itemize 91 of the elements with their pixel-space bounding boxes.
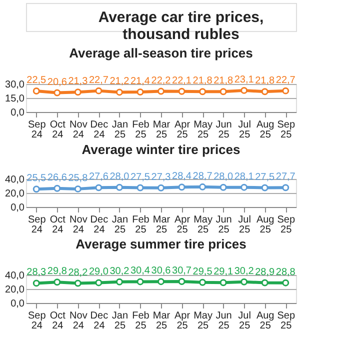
x-tick-label: Sep 24 (28, 214, 46, 236)
data-label: 22,1 (172, 75, 192, 86)
data-label: 21,2 (110, 76, 130, 88)
data-label: 22,5 (26, 75, 47, 86)
data-label: 30,2 (234, 266, 254, 277)
x-tick-label: Sep 25 (277, 214, 296, 236)
x-tick-label: Mar 25 (152, 214, 171, 236)
data-label: 28,4 (172, 171, 192, 182)
x-tick-label: May 25 (194, 310, 212, 332)
x-tick-label: Oct 24 (50, 214, 66, 236)
data-label: 28,0 (214, 171, 234, 182)
x-tick-label: Apr 25 (174, 120, 191, 140)
data-label: 28,3 (26, 267, 47, 278)
y-tick-label: 40,0 (5, 270, 25, 282)
data-label: 26,6 (47, 172, 68, 184)
data-label: 29,5 (192, 266, 213, 278)
x-tick-label: Jun 25 (216, 120, 232, 140)
x-tick-label: Apr 25 (174, 310, 191, 332)
data-label: 28,0 (110, 171, 130, 182)
chart-title: Average winter tire prices (82, 142, 240, 157)
x-tick-label: Nov 24 (70, 120, 88, 140)
data-label: 27,5 (255, 172, 276, 183)
x-tick-label: Jul 25 (238, 120, 251, 140)
data-label: 28,9 (255, 266, 276, 278)
chart-title: Average summer tire prices (76, 236, 246, 252)
data-label: 27,3 (151, 172, 172, 183)
data-label: 28,2 (68, 267, 88, 278)
data-label: 27,7 (276, 172, 296, 183)
data-label: 29,8 (47, 266, 68, 278)
x-tick-label: Dec 24 (90, 120, 108, 140)
x-tick-label: Aug 25 (256, 120, 274, 140)
x-tick-label: Sep 25 (277, 120, 296, 140)
data-label: 21,4 (130, 76, 150, 88)
y-tick-label: 20,0 (5, 284, 25, 296)
data-label: 27,5 (130, 172, 150, 183)
x-tick-label: Nov 24 (70, 310, 88, 332)
x-tick-label: Jul 25 (238, 310, 251, 332)
y-tick-label: 30,0 (5, 80, 25, 90)
x-tick-label: Mar 25 (152, 120, 171, 140)
text: Average car tire prices, thousand rubles (98, 9, 264, 43)
data-label: 21,8 (192, 76, 213, 87)
data-label: 21,8 (214, 76, 234, 87)
data-label: 20,6 (47, 76, 68, 88)
y-tick-label: 20,0 (5, 188, 25, 200)
x-tick-label: Feb 25 (132, 120, 150, 140)
data-label: 21,8 (255, 76, 276, 87)
data-label: 29,0 (88, 266, 109, 278)
x-tick-label: Sep 24 (28, 310, 46, 332)
x-tick-label: Aug 25 (256, 214, 274, 236)
y-tick-label: 0,0 (10, 202, 25, 214)
data-label: 29,1 (214, 266, 234, 278)
x-tick-label: Oct 24 (50, 120, 66, 140)
data-label: 30,6 (151, 266, 172, 277)
x-tick-label: Mar 25 (152, 310, 171, 332)
x-tick-label: Dec 24 (90, 214, 108, 236)
x-tick-label: May 25 (194, 120, 212, 140)
x-tick-label: Jan 25 (112, 310, 128, 332)
x-tick-label: Sep 24 (28, 120, 46, 140)
data-label: 22,7 (276, 74, 296, 86)
data-label: 30,7 (172, 266, 192, 277)
data-label: 28,7 (192, 170, 213, 182)
x-tick-label: Apr 25 (174, 214, 191, 236)
data-label: 22,2 (151, 75, 172, 86)
x-tick-label: Dec 24 (90, 310, 108, 332)
data-label: 22,7 (88, 74, 109, 86)
x-tick-label: Oct 24 (50, 310, 66, 332)
x-tick-label: Jan 25 (112, 214, 128, 236)
x-tick-label: Nov 24 (70, 214, 88, 236)
data-label: 21,3 (68, 76, 88, 88)
x-tick-label: May 25 (194, 214, 212, 236)
x-tick-label: Jan 25 (112, 120, 128, 140)
data-label: 30,2 (110, 266, 130, 277)
data-label: 30,4 (130, 266, 150, 277)
x-tick-label: Aug 25 (256, 310, 274, 332)
x-tick-label: Feb 25 (132, 310, 150, 332)
data-label: 25,8 (68, 172, 88, 184)
chart-title: Average all-season tire prices (69, 45, 253, 60)
data-label: 23,1 (234, 74, 254, 86)
data-label: 28,8 (276, 266, 296, 278)
data-label: 28,1 (234, 171, 254, 182)
x-tick-label: Feb 25 (132, 214, 150, 236)
y-tick-label: 0,0 (10, 108, 25, 118)
data-label: 25,5 (26, 173, 47, 184)
data-label: 27,6 (88, 172, 109, 183)
x-tick-label: Sep 25 (277, 310, 296, 332)
x-tick-label: Jul 25 (238, 214, 251, 236)
y-tick-label: 40,0 (5, 174, 25, 186)
x-tick-label: Jun 25 (216, 310, 232, 332)
y-tick-label: 15,0 (5, 94, 25, 104)
x-tick-label: Jun 25 (216, 214, 232, 236)
y-tick-label: 0,0 (10, 298, 25, 310)
